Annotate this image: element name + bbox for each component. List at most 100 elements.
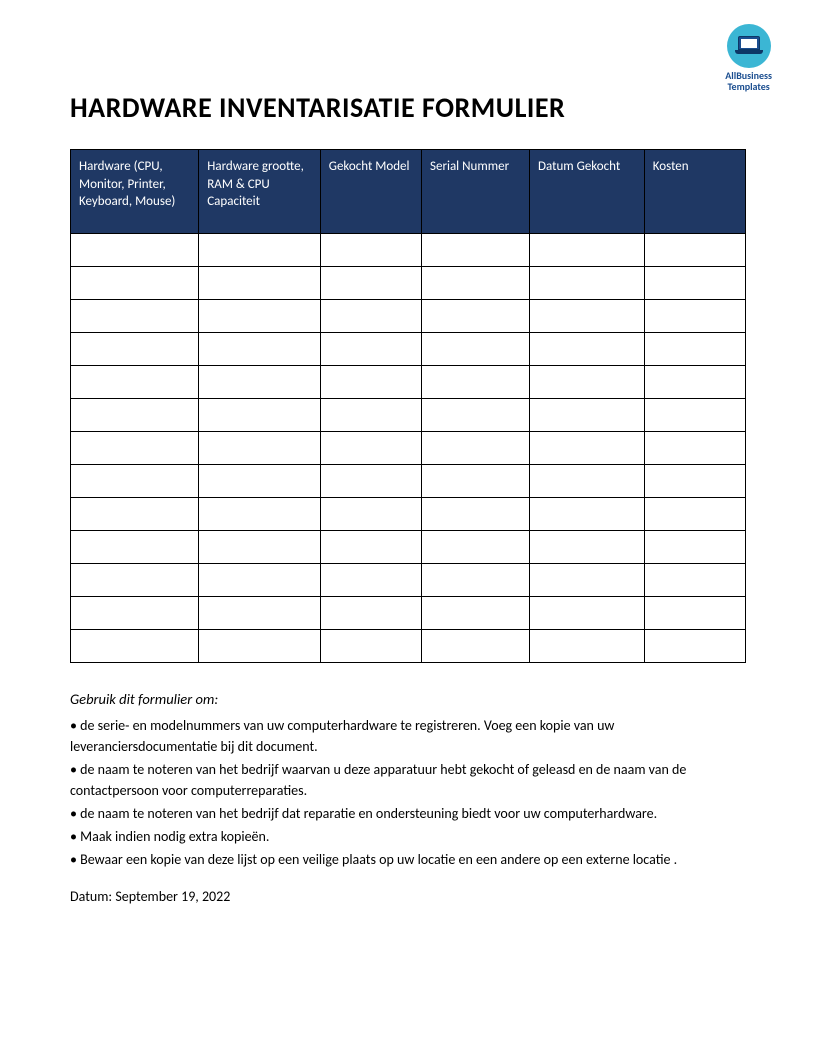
table-cell[interactable] [644, 333, 745, 366]
table-cell[interactable] [71, 597, 199, 630]
inventory-table: Hardware (CPU, Monitor, Printer, Keyboar… [70, 149, 746, 663]
table-cell[interactable] [71, 300, 199, 333]
table-cell[interactable] [422, 300, 530, 333]
table-cell[interactable] [422, 234, 530, 267]
table-cell[interactable] [644, 399, 745, 432]
table-cell[interactable] [199, 267, 321, 300]
table-cell[interactable] [530, 465, 645, 498]
table-cell[interactable] [320, 465, 421, 498]
table-cell[interactable] [530, 630, 645, 663]
table-cell[interactable] [644, 366, 745, 399]
date-value: September 19, 2022 [115, 888, 230, 905]
table-cell[interactable] [644, 432, 745, 465]
table-cell[interactable] [644, 630, 745, 663]
table-cell[interactable] [530, 597, 645, 630]
table-cell[interactable] [71, 630, 199, 663]
col-header-model: Gekocht Model [320, 150, 421, 234]
table-cell[interactable] [199, 531, 321, 564]
table-cell[interactable] [199, 333, 321, 366]
table-cell[interactable] [644, 465, 745, 498]
instruction-bullet: • Maak indien nodig extra kopieën. [70, 826, 746, 847]
instructions-bullets: • de serie- en modelnummers van uw compu… [70, 715, 746, 870]
table-cell[interactable] [199, 465, 321, 498]
table-cell[interactable] [422, 498, 530, 531]
table-row [71, 234, 746, 267]
table-cell[interactable] [422, 564, 530, 597]
table-cell[interactable] [71, 333, 199, 366]
instruction-bullet: • de serie- en modelnummers van uw compu… [70, 715, 746, 757]
table-cell[interactable] [71, 399, 199, 432]
table-cell[interactable] [71, 267, 199, 300]
table-cell[interactable] [320, 432, 421, 465]
table-cell[interactable] [422, 366, 530, 399]
laptop-icon [735, 36, 763, 56]
instruction-bullet: • de naam te noteren van het bedrijf waa… [70, 759, 746, 801]
page-title: HARDWARE INVENTARISATIE FORMULIER [70, 90, 746, 125]
table-cell[interactable] [320, 366, 421, 399]
table-cell[interactable] [320, 267, 421, 300]
table-cell[interactable] [422, 531, 530, 564]
instructions: Gebruik dit formulier om: • de serie- en… [70, 689, 746, 870]
table-cell[interactable] [530, 564, 645, 597]
table-cell[interactable] [644, 597, 745, 630]
table-cell[interactable] [422, 432, 530, 465]
table-cell[interactable] [530, 300, 645, 333]
table-cell[interactable] [320, 564, 421, 597]
table-cell[interactable] [320, 399, 421, 432]
table-cell[interactable] [320, 630, 421, 663]
table-cell[interactable] [320, 333, 421, 366]
table-cell[interactable] [644, 267, 745, 300]
table-cell[interactable] [71, 234, 199, 267]
table-cell[interactable] [530, 498, 645, 531]
table-cell[interactable] [199, 432, 321, 465]
col-header-hardware: Hardware (CPU, Monitor, Printer, Keyboar… [71, 150, 199, 234]
table-cell[interactable] [530, 399, 645, 432]
table-cell[interactable] [644, 498, 745, 531]
instruction-bullet: • de naam te noteren van het bedrijf dat… [70, 803, 746, 824]
table-row [71, 498, 746, 531]
table-cell[interactable] [644, 234, 745, 267]
table-cell[interactable] [530, 366, 645, 399]
table-cell[interactable] [422, 267, 530, 300]
table-cell[interactable] [422, 399, 530, 432]
table-cell[interactable] [644, 300, 745, 333]
table-cell[interactable] [320, 300, 421, 333]
table-cell[interactable] [530, 432, 645, 465]
table-cell[interactable] [530, 531, 645, 564]
instructions-heading: Gebruik dit formulier om: [70, 689, 746, 711]
table-cell[interactable] [320, 498, 421, 531]
table-cell[interactable] [422, 333, 530, 366]
col-header-date: Datum Gekocht [530, 150, 645, 234]
table-cell[interactable] [199, 399, 321, 432]
table-cell[interactable] [71, 432, 199, 465]
table-cell[interactable] [422, 597, 530, 630]
table-cell[interactable] [71, 465, 199, 498]
table-row [71, 564, 746, 597]
table-cell[interactable] [422, 630, 530, 663]
table-cell[interactable] [71, 564, 199, 597]
table-cell[interactable] [199, 300, 321, 333]
table-cell[interactable] [199, 597, 321, 630]
table-cell[interactable] [199, 234, 321, 267]
table-cell[interactable] [71, 531, 199, 564]
table-cell[interactable] [199, 366, 321, 399]
table-row [71, 630, 746, 663]
table-cell[interactable] [71, 366, 199, 399]
table-cell[interactable] [199, 498, 321, 531]
table-cell[interactable] [320, 234, 421, 267]
table-cell[interactable] [320, 531, 421, 564]
table-cell[interactable] [644, 531, 745, 564]
table-cell[interactable] [530, 234, 645, 267]
table-header-row: Hardware (CPU, Monitor, Printer, Keyboar… [71, 150, 746, 234]
table-cell[interactable] [644, 564, 745, 597]
table-cell[interactable] [530, 267, 645, 300]
date-line: Datum: September 19, 2022 [70, 888, 746, 905]
col-header-size: Hardware grootte, RAM & CPU Capaciteit [199, 150, 321, 234]
col-header-serial: Serial Nummer [422, 150, 530, 234]
table-cell[interactable] [199, 630, 321, 663]
table-cell[interactable] [530, 333, 645, 366]
table-cell[interactable] [199, 564, 321, 597]
table-cell[interactable] [422, 465, 530, 498]
table-cell[interactable] [71, 498, 199, 531]
table-cell[interactable] [320, 597, 421, 630]
